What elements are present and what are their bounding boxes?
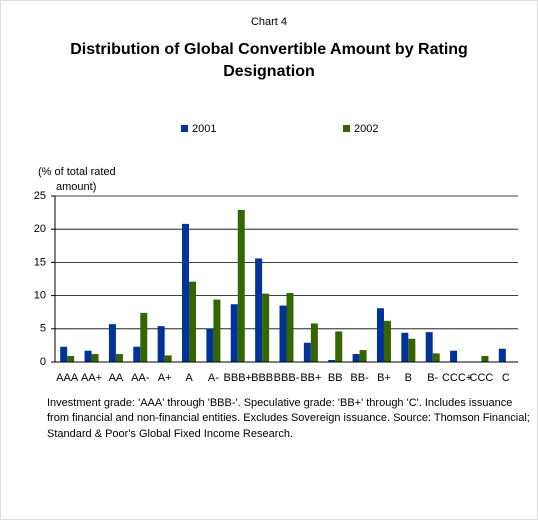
x-tick-label: AAA [56, 372, 79, 384]
bar [335, 331, 343, 362]
bar [189, 281, 197, 362]
x-tick-label: C [502, 372, 510, 384]
bar [230, 304, 238, 362]
x-tick-label: BBB+ [224, 372, 252, 384]
bar [182, 223, 190, 362]
bar [328, 360, 336, 362]
bar [213, 299, 221, 362]
legend-swatch [343, 125, 350, 132]
footnote: from financial and non-financial entitie… [47, 412, 530, 424]
x-tick-label: AA [109, 372, 124, 384]
bar [255, 258, 263, 362]
y-tick-label: 10 [34, 290, 46, 302]
bar [133, 346, 141, 362]
footnote: Standard & Poor's Global Fixed Income Re… [47, 428, 293, 440]
y-tick-label: 5 [40, 323, 46, 335]
bar [279, 305, 287, 362]
y-tick-label: 15 [34, 256, 46, 268]
x-tick-label: A- [208, 372, 219, 384]
legend-label: 2001 [192, 123, 216, 135]
bar [115, 354, 123, 362]
bar [310, 323, 318, 362]
bar [432, 353, 440, 362]
bar [286, 292, 294, 362]
footnote: Investment grade: 'AAA' through 'BBB-'. … [47, 397, 512, 409]
bar [262, 293, 270, 362]
x-tick-label: B- [427, 372, 438, 384]
bar [84, 350, 92, 362]
bar [108, 324, 116, 362]
x-tick-label: BB+ [300, 372, 321, 384]
chart-title: Distribution of Global Convertible Amoun… [70, 41, 468, 58]
x-tick-label: AA- [131, 372, 150, 384]
x-tick-label: BBB- [274, 372, 300, 384]
bar [140, 312, 148, 362]
bar [425, 332, 433, 362]
bar [303, 342, 311, 362]
x-tick-label: B+ [377, 372, 391, 384]
bar [376, 308, 384, 362]
y-tick-label: 25 [34, 190, 46, 202]
x-tick-label: BB [328, 372, 343, 384]
supertitle: Chart 4 [251, 16, 287, 28]
bar [164, 355, 172, 362]
y-axis-label: amount) [56, 181, 96, 193]
x-tick-label: A [185, 372, 193, 384]
bar [359, 350, 367, 362]
bar [481, 356, 489, 362]
bar [237, 209, 245, 362]
bar [206, 328, 214, 362]
x-tick-label: BBB [251, 372, 273, 384]
x-tick-label: CCC+ [442, 372, 472, 384]
bar [408, 338, 416, 362]
chart-title: Designation [223, 63, 315, 80]
y-tick-label: 0 [40, 356, 46, 368]
bar [67, 356, 75, 362]
x-tick-label: BB- [350, 372, 369, 384]
bar [383, 320, 391, 362]
bar [450, 350, 458, 362]
legend-label: 2002 [354, 123, 378, 135]
bar [352, 354, 360, 362]
bar [91, 354, 99, 362]
y-axis-label: (% of total rated [38, 166, 116, 178]
bar [498, 348, 506, 362]
x-tick-label: B [405, 372, 412, 384]
x-tick-label: AA+ [81, 372, 102, 384]
x-tick-label: A+ [158, 372, 172, 384]
bar [60, 346, 68, 362]
bar [401, 332, 409, 362]
legend-swatch [181, 125, 188, 132]
bar [157, 326, 165, 362]
y-tick-label: 20 [34, 223, 46, 235]
x-tick-label: CCC [470, 372, 494, 384]
